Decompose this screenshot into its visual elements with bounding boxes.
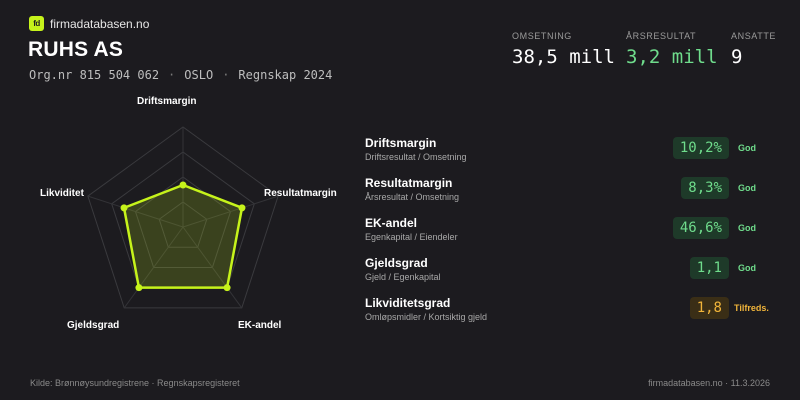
kpi-value: 1,8 — [689, 297, 729, 319]
brand[interactable]: fd firmadatabasen.no — [29, 16, 149, 31]
radar-data-area — [122, 183, 244, 289]
kpi-status: God — [738, 263, 756, 273]
separator: · — [222, 68, 230, 82]
metric-value: 3,2 mill — [626, 46, 718, 68]
radar-data-point — [120, 204, 128, 212]
radar-label-likviditet: Likviditet — [40, 188, 84, 199]
company-subline: Org.nr 815 504 062 · OSLO · Regnskap 202… — [29, 68, 332, 82]
org-number: Org.nr 815 504 062 — [29, 68, 160, 82]
metric-value: 9 — [731, 46, 743, 68]
kpi-list: Driftsmargin Driftsresultat / Omsetning … — [365, 133, 785, 333]
kpi-status: God — [738, 183, 756, 193]
kpi-row: Resultatmargin Årsresultat / Omsetning 8… — [365, 173, 785, 213]
metric-value: 38,5 mill — [512, 46, 615, 68]
radar-chart: Driftsmargin Resultatmargin EK-andel Gje… — [30, 92, 350, 342]
metric-label: OMSETNING — [512, 31, 572, 41]
kpi-formula: Omløpsmidler / Kortsiktig gjeld — [365, 312, 488, 322]
radar-data-point — [223, 284, 231, 292]
kpi-status: God — [738, 143, 756, 153]
kpi-row: Driftsmargin Driftsresultat / Omsetning … — [365, 133, 785, 173]
kpi-row: Likviditetsgrad Omløpsmidler / Kortsikti… — [365, 293, 785, 333]
radar-grid-ring — [158, 201, 208, 248]
kpi-formula: Gjeld / Egenkapital — [365, 272, 441, 282]
radar-data-point — [135, 284, 143, 292]
radar-data-point — [238, 204, 246, 212]
radar-label-ek-andel: EK-andel — [238, 320, 282, 331]
kpi-title: Resultatmargin — [365, 176, 453, 190]
metric-label: ANSATTE — [731, 31, 777, 41]
kpi-status: Tilfreds. — [734, 303, 769, 313]
kpi-value: 46,6% — [672, 217, 729, 239]
kpi-formula: Egenkapital / Eiendeler — [365, 232, 458, 242]
kpi-title: Driftsmargin — [365, 136, 437, 150]
kpi-value: 10,2% — [672, 137, 729, 159]
separator: · — [168, 68, 176, 82]
radar-axis-line — [182, 195, 279, 228]
kpi-title: Gjeldsgrad — [365, 256, 428, 270]
radar-svg — [87, 126, 279, 309]
kpi-formula: Årsresultat / Omsetning — [365, 192, 460, 202]
brand-name[interactable]: firmadatabasen.no — [50, 16, 150, 31]
city: OSLO — [184, 68, 214, 82]
metric-omsetning: OMSETNING 38,5 mill — [512, 31, 615, 68]
kpi-row: EK-andel Egenkapital / Eiendeler 46,6% G… — [365, 213, 785, 253]
footer-source: Kilde: Brønnøysundregistrene · Regnskaps… — [30, 378, 240, 388]
kpi-status: God — [738, 223, 756, 233]
company-name: RUHS AS — [28, 38, 124, 61]
radar-label-resultatmargin: Resultatmargin — [264, 188, 337, 199]
metric-label: ÅRSRESULTAT — [626, 31, 697, 41]
kpi-value: 8,3% — [681, 177, 729, 199]
metric-ansatte: ANSATTE 9 — [731, 31, 776, 68]
radar-grid-ring — [134, 176, 232, 268]
footer-site-date[interactable]: firmadatabasen.no · 11.3.2026 — [648, 378, 770, 388]
report-year: Regnskap 2024 — [238, 68, 333, 82]
kpi-title: Likviditetsgrad — [365, 296, 451, 310]
radar-data-point — [179, 181, 187, 189]
radar-grid-ring — [87, 126, 279, 309]
radar-axis-line — [182, 226, 243, 309]
radar-label-driftsmargin: Driftsmargin — [137, 96, 197, 107]
kpi-title: EK-andel — [365, 216, 418, 230]
kpi-value: 1,1 — [689, 257, 729, 279]
radar-axis-line — [123, 226, 184, 309]
radar-axis-line — [87, 195, 184, 228]
kpi-formula: Driftsresultat / Omsetning — [365, 152, 467, 162]
brand-logo-icon: fd — [29, 16, 44, 31]
kpi-row: Gjeldsgrad Gjeld / Egenkapital 1,1 God — [365, 253, 785, 293]
metric-arsresultat: ÅRSRESULTAT 3,2 mill — [626, 31, 718, 68]
radar-label-gjeldsgrad: Gjeldsgrad — [67, 320, 120, 331]
